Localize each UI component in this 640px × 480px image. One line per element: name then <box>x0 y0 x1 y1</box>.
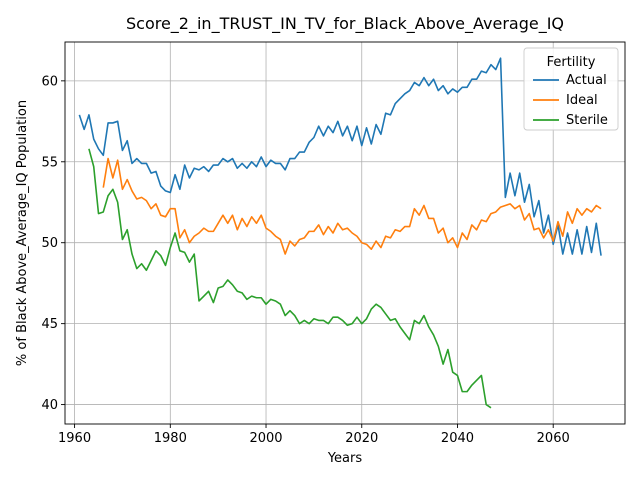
legend-label-sterile: Sterile <box>566 113 608 128</box>
y-tick-label: 40 <box>41 398 58 413</box>
series-lines <box>78 57 602 409</box>
x-tick-label: 2060 <box>537 431 570 446</box>
y-tick-label: 60 <box>41 74 58 89</box>
y-tick-label: 45 <box>41 317 58 332</box>
y-tick-label: 55 <box>41 155 58 170</box>
y-axis-label: % of Black Above_Average_IQ Population <box>15 100 30 366</box>
x-tick-label: 2020 <box>345 431 378 446</box>
ticks: 1960 1980 2000 2020 2040 2060 40 45 50 55 60 <box>41 74 569 446</box>
plot-frame <box>64 41 626 425</box>
x-tick-label: 2040 <box>441 431 474 446</box>
series-line-actual <box>78 57 602 256</box>
legend-box <box>523 47 619 131</box>
y-tick-label: 50 <box>41 236 58 251</box>
chart-title: Score_2_in_TRUST_IN_TV_for_Black_Above_A… <box>126 14 564 34</box>
x-tick-label: 1980 <box>154 431 187 446</box>
x-tick-label: 1960 <box>58 431 91 446</box>
series-line-sterile <box>88 148 492 409</box>
legend-items: Actual Ideal Sterile <box>533 73 608 128</box>
legend-title: Fertility <box>547 55 596 70</box>
legend-label-actual: Actual <box>566 73 607 88</box>
x-axis-label: Years <box>327 451 363 466</box>
series-line-ideal <box>102 157 602 255</box>
legend: Fertility Actual Ideal Sterile <box>523 47 619 131</box>
legend-label-ideal: Ideal <box>566 93 598 108</box>
x-tick-label: 2000 <box>249 431 282 446</box>
